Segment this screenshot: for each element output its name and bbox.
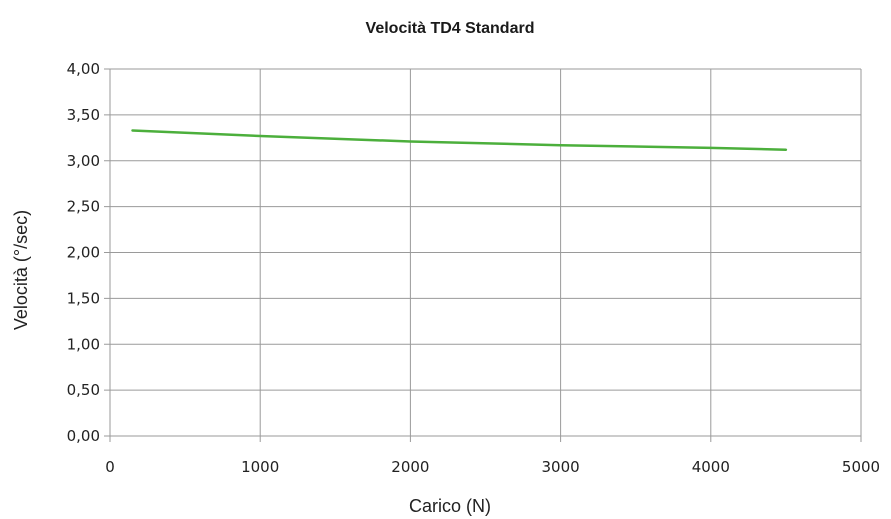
data-point bbox=[559, 144, 561, 146]
y-tick-label: 3,00 bbox=[67, 152, 100, 170]
data-point bbox=[710, 147, 712, 149]
y-tick-label: 1,00 bbox=[67, 335, 100, 353]
data-point bbox=[785, 149, 787, 151]
y-tick-label: 0,00 bbox=[67, 427, 100, 445]
y-tick-label: 2,50 bbox=[67, 198, 100, 216]
x-tick-label: 3000 bbox=[542, 458, 580, 476]
y-tick-label: 3,50 bbox=[67, 106, 100, 124]
chart-title: Velocità TD4 Standard bbox=[366, 20, 535, 37]
grid-lines bbox=[109, 68, 862, 437]
y-axis-label: Velocità (°/sec) bbox=[11, 210, 31, 330]
data-point bbox=[409, 140, 411, 142]
series-line bbox=[131, 129, 788, 151]
y-tick-label: 0,50 bbox=[67, 381, 100, 399]
x-axis-label: Carico (N) bbox=[409, 496, 491, 516]
x-tick-label: 2000 bbox=[391, 458, 429, 476]
axes bbox=[104, 68, 862, 442]
x-tick-label: 0 bbox=[105, 458, 115, 476]
y-tick-label: 1,50 bbox=[67, 289, 100, 307]
x-tick-label: 1000 bbox=[241, 458, 279, 476]
x-tick-label: 5000 bbox=[842, 458, 880, 476]
y-tick-label: 2,00 bbox=[67, 244, 100, 262]
x-tick-label: 4000 bbox=[692, 458, 730, 476]
series-layer bbox=[131, 129, 788, 151]
y-tick-label: 4,00 bbox=[67, 60, 100, 78]
data-point bbox=[131, 129, 133, 131]
tick-labels: 0,00 0,50 1,00 1,50 2,00 2,50 3,00 3,50 4,00 0 100… bbox=[67, 60, 881, 476]
data-point bbox=[259, 135, 261, 137]
